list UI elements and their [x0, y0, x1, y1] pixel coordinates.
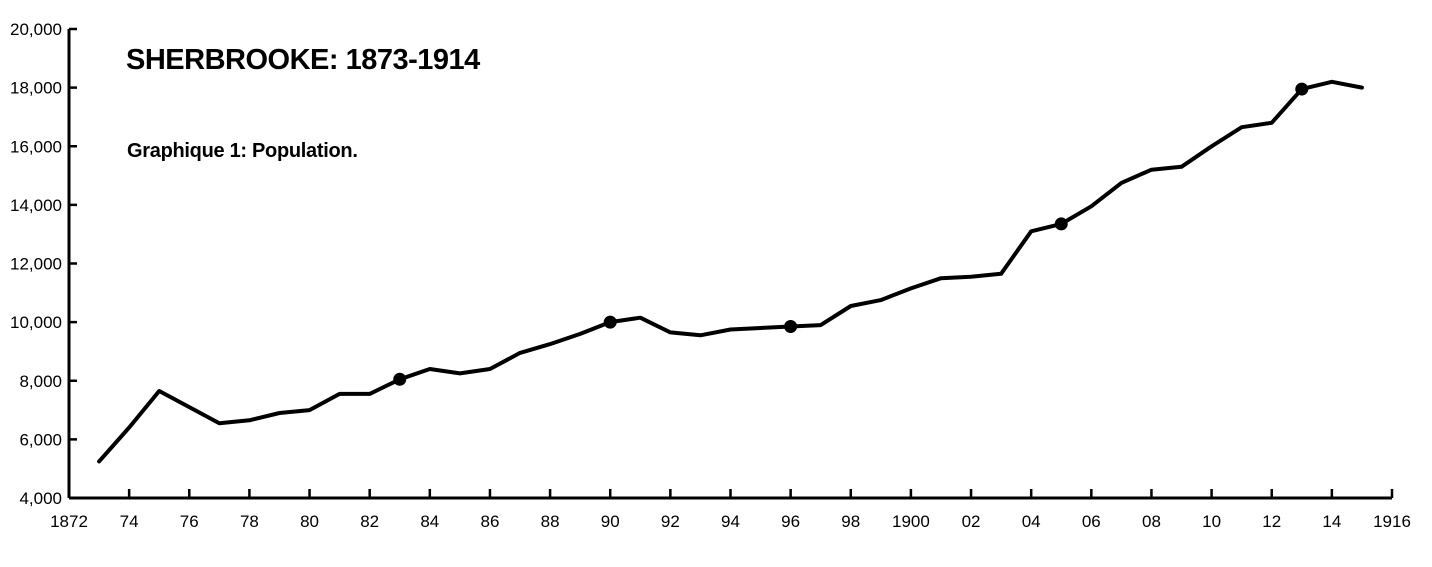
x-tick-label: 74	[120, 512, 139, 531]
y-tick-label: 10,000	[10, 313, 62, 332]
axes	[67, 29, 1392, 500]
x-tick-label: 92	[661, 512, 680, 531]
y-tick-label: 12,000	[10, 255, 62, 274]
x-tick-label: 1916	[1373, 512, 1411, 531]
y-axis-ticks: 4,000 6,000 8,000 10,000 12,000 14,000 16,000 1…	[10, 20, 77, 508]
y-tick-label: 20,000	[10, 20, 62, 39]
y-tick-label: 4,000	[19, 489, 62, 508]
y-tick-label: 6,000	[19, 430, 62, 449]
series-line	[97, 79, 1364, 464]
series-group	[97, 79, 1364, 464]
chart-subtitle: Graphique 1: Population.	[127, 140, 358, 162]
data-point-marker	[393, 372, 407, 386]
x-tick-label: 86	[480, 512, 499, 531]
x-tick-label: 06	[1082, 512, 1101, 531]
x-tick-label: 14	[1322, 512, 1341, 531]
x-tick-label: 12	[1262, 512, 1281, 531]
x-tick-label: 76	[180, 512, 199, 531]
data-point-marker	[603, 315, 617, 329]
data-point-marker	[1295, 82, 1309, 96]
x-tick-label: 80	[300, 512, 319, 531]
x-tick-label: 78	[240, 512, 259, 531]
y-tick-label: 8,000	[19, 372, 62, 391]
y-tick-label: 18,000	[10, 79, 62, 98]
x-tick-label: 94	[721, 512, 740, 531]
x-tick-label: 84	[420, 512, 439, 531]
x-tick-label: 1900	[892, 512, 930, 531]
x-tick-label: 08	[1142, 512, 1161, 531]
x-tick-label: 98	[841, 512, 860, 531]
y-tick-label: 14,000	[10, 196, 62, 215]
x-tick-label: 02	[962, 512, 981, 531]
data-point-marker	[1054, 217, 1068, 231]
data-point-marker	[784, 320, 798, 334]
y-tick-label: 16,000	[10, 137, 62, 156]
x-tick-label: 1872	[50, 512, 88, 531]
x-tick-label: 04	[1022, 512, 1041, 531]
x-tick-label: 90	[601, 512, 620, 531]
x-axis-ticks: 1872 74 76 78 80 82 84 86 88 90 92 94 96 98 1900 02 04 06…	[50, 489, 1411, 531]
chart-title: SHERBROOKE: 1873-1914	[126, 44, 480, 76]
x-tick-label: 82	[360, 512, 379, 531]
x-tick-label: 10	[1202, 512, 1221, 531]
x-tick-label: 88	[541, 512, 560, 531]
x-tick-label: 96	[781, 512, 800, 531]
